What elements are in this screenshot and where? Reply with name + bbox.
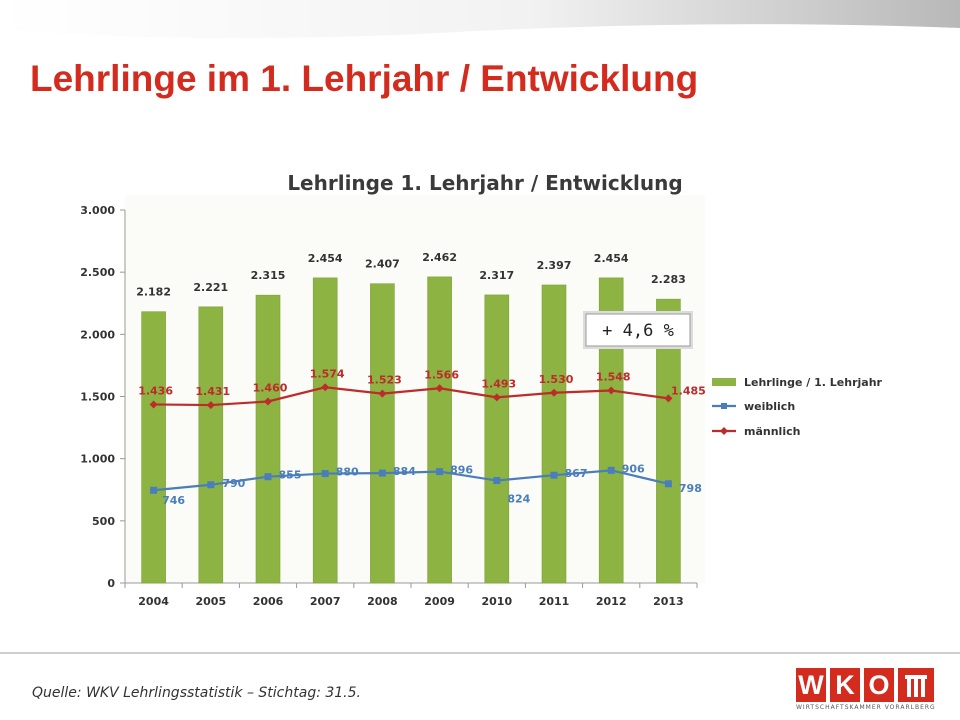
logo-letter: K (830, 668, 860, 702)
legend-swatch (712, 378, 736, 386)
bar (141, 311, 166, 584)
male-point (607, 386, 616, 395)
male-data-label: 1.485 (671, 384, 706, 397)
x-tick-label: 2011 (539, 595, 570, 608)
legend-label: Lehrlinge / 1. Lehrjahr (744, 376, 883, 389)
female-data-label: 746 (162, 494, 185, 507)
y-tick-label: 2.000 (80, 328, 115, 341)
bar-data-label: 2.182 (136, 286, 171, 299)
female-data-label: 798 (679, 482, 702, 495)
source-note: Quelle: WKV Lehrlingsstatistik – Stichta… (32, 685, 361, 701)
bar-data-label: 2.462 (422, 251, 457, 264)
male-data-label: 1.574 (310, 367, 345, 380)
male-point (492, 393, 501, 402)
male-data-label: 1.493 (481, 377, 516, 390)
wko-logo: W K O WIRTSCHAFTSKAMMER VORARLBERG (796, 668, 936, 712)
logo-letter: W (796, 668, 826, 702)
female-line (153, 469, 669, 492)
female-data-label: 884 (393, 465, 416, 478)
male-point (321, 383, 330, 392)
x-tick-label: 2009 (424, 595, 455, 608)
female-point (207, 481, 215, 489)
logo-tagline: WIRTSCHAFTSKAMMER VORARLBERG (796, 704, 936, 711)
female-data-label: 906 (622, 462, 645, 475)
male-data-label: 1.530 (539, 373, 574, 386)
female-data-label: 790 (222, 477, 245, 490)
x-tick-label: 2013 (653, 595, 684, 608)
bar-data-label: 2.454 (594, 252, 629, 265)
legend-marker (720, 427, 728, 435)
legend-marker (721, 403, 727, 409)
y-tick-label: 2.500 (80, 266, 115, 279)
male-data-label: 1.436 (138, 384, 173, 397)
female-point (493, 477, 501, 485)
female-point (264, 473, 272, 481)
y-tick-label: 500 (92, 515, 115, 528)
x-tick-label: 2008 (367, 595, 398, 608)
female-point (436, 468, 444, 476)
x-tick-label: 2004 (138, 595, 169, 608)
y-tick-label: 1.000 (80, 453, 115, 466)
female-point (150, 486, 158, 494)
x-tick-label: 2006 (253, 595, 284, 608)
female-point (607, 466, 615, 474)
bar-data-label: 2.221 (193, 281, 228, 294)
female-data-label: 824 (507, 493, 530, 506)
bar (312, 277, 338, 584)
male-point (149, 400, 158, 409)
slide-title: Lehrlinge im 1. Lehrjahr / Entwicklung (30, 58, 699, 99)
bar-data-label: 2.397 (537, 259, 572, 272)
legend-label: männlich (744, 425, 800, 438)
bar (541, 284, 567, 584)
male-data-label: 1.431 (195, 385, 230, 398)
female-point (664, 480, 672, 488)
female-data-label: 867 (565, 467, 588, 480)
footer-divider (0, 652, 960, 654)
male-line (153, 386, 669, 407)
male-data-label: 1.460 (253, 381, 288, 394)
y-tick-label: 0 (107, 577, 115, 590)
male-data-label: 1.566 (424, 368, 459, 381)
bar-data-label: 2.315 (251, 269, 286, 282)
male-point (264, 397, 272, 406)
callout-box (585, 313, 691, 347)
male-point (550, 388, 558, 397)
bar-data-label: 2.407 (365, 258, 400, 271)
y-tick-label: 1.500 (80, 391, 115, 404)
x-tick-label: 2007 (310, 595, 341, 608)
chart: Lehrlinge 1. Lehrjahr / Entwicklung 0 500 1… (80, 171, 883, 608)
callout-text: + 4,6 % (602, 321, 674, 341)
female-point (378, 469, 386, 477)
female-data-label: 896 (450, 464, 473, 477)
y-tick-label: 3.000 (80, 204, 115, 217)
chart-title: Lehrlinge 1. Lehrjahr / Entwicklung (287, 171, 682, 195)
bar (255, 294, 281, 584)
male-point (664, 394, 673, 403)
bar (370, 283, 395, 584)
bar (484, 294, 510, 584)
x-tick-label: 2012 (596, 595, 627, 608)
male-data-label: 1.523 (367, 374, 402, 387)
coat-of-arms-icon (898, 668, 934, 702)
male-point (206, 401, 215, 410)
male-data-label: 1.548 (596, 371, 631, 384)
female-data-label: 880 (336, 466, 359, 479)
male-point (378, 389, 387, 398)
male-point (435, 384, 444, 393)
logo-letter: O (864, 668, 894, 702)
female-data-label: 855 (279, 469, 302, 482)
bar (198, 306, 224, 584)
female-point (550, 471, 558, 479)
bar (427, 276, 452, 584)
legend-label: weiblich (744, 400, 795, 413)
x-tick-label: 2005 (195, 595, 226, 608)
bar-data-label: 2.317 (479, 269, 514, 282)
bar-data-label: 2.454 (308, 252, 343, 265)
header-band (0, 0, 960, 39)
female-point (321, 470, 329, 478)
x-tick-label: 2010 (481, 595, 512, 608)
bar-data-label: 2.283 (651, 273, 686, 286)
